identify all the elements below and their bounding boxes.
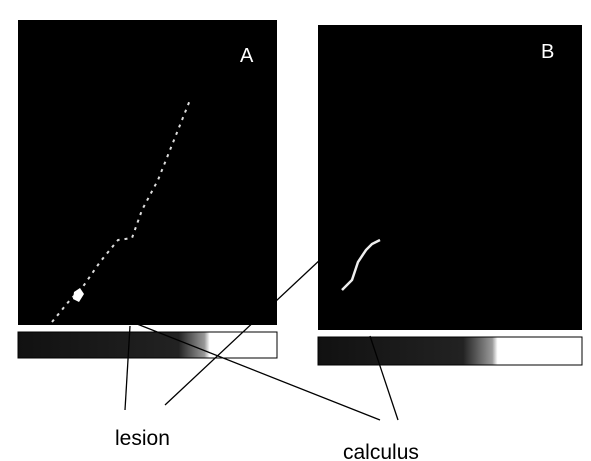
annotation: calculus [343,441,419,461]
map-image [18,20,277,325]
figure: A B lesion calculus [0,0,591,461]
map-image [318,25,582,330]
panel-label: A [240,45,254,67]
colorbar [318,337,582,365]
panel-label: B [541,41,554,63]
panel-b: B [318,25,582,365]
annotation: lesion [115,427,170,450]
panel-a: A [18,20,277,358]
